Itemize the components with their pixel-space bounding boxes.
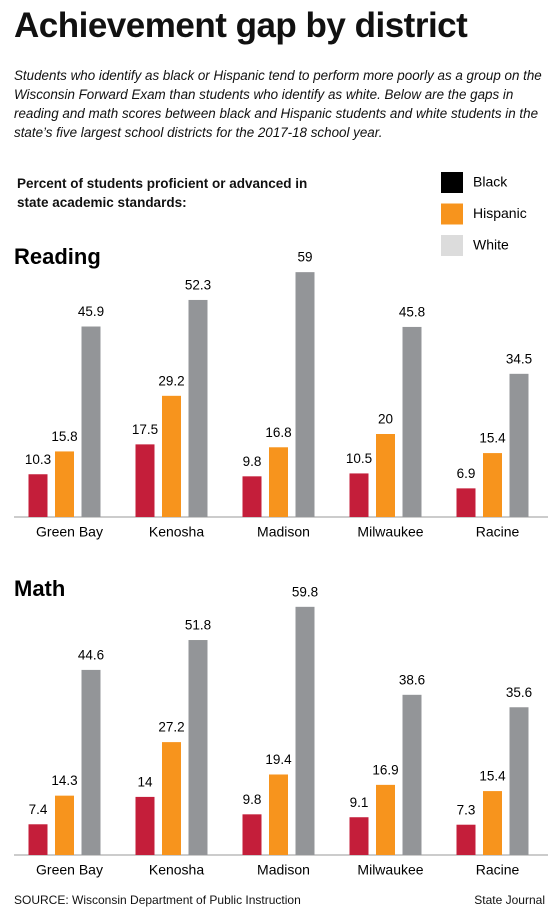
bar xyxy=(135,796,155,855)
value-label: 15.8 xyxy=(51,429,77,444)
x-tick-label: Madison xyxy=(257,862,310,878)
value-label: 9.8 xyxy=(243,454,262,469)
legend-swatch xyxy=(441,172,463,193)
value-label: 35.6 xyxy=(506,685,532,700)
bar xyxy=(456,488,476,517)
legend-swatch xyxy=(441,235,463,256)
bar xyxy=(456,824,476,855)
bar xyxy=(295,606,315,855)
title: Achievement gap by district xyxy=(14,6,468,45)
value-label: 15.4 xyxy=(479,769,506,784)
legend-swatch xyxy=(441,203,463,225)
chart-title: Math xyxy=(14,576,65,601)
x-tick-label: Racine xyxy=(476,862,520,878)
bar xyxy=(269,447,288,517)
legend-label: Black xyxy=(473,174,508,190)
bar xyxy=(242,814,262,855)
value-label: 51.8 xyxy=(185,618,211,633)
value-label: 10.5 xyxy=(346,451,372,466)
value-label: 20 xyxy=(378,412,393,427)
bar xyxy=(162,395,181,517)
bar xyxy=(28,824,48,855)
value-label: 7.4 xyxy=(29,802,48,817)
bar xyxy=(55,795,74,855)
value-label: 45.8 xyxy=(399,304,425,319)
x-tick-label: Madison xyxy=(257,524,310,540)
bar xyxy=(349,473,369,517)
bar xyxy=(483,453,502,517)
bar xyxy=(188,299,208,517)
value-label: 45.9 xyxy=(78,304,104,319)
subtitle: Students who identify as black or Hispan… xyxy=(14,68,542,140)
bar xyxy=(509,707,529,855)
x-tick-label: Green Bay xyxy=(36,862,103,878)
bar xyxy=(242,476,262,517)
legend-label: Hispanic xyxy=(473,205,527,221)
bar xyxy=(402,326,422,517)
value-label: 44.6 xyxy=(78,647,104,662)
value-label: 10.3 xyxy=(25,452,51,467)
bar xyxy=(483,791,502,855)
value-label: 14 xyxy=(137,774,153,789)
value-label: 16.9 xyxy=(372,762,398,777)
value-label: 19.4 xyxy=(265,752,292,767)
bar xyxy=(376,434,395,517)
value-label: 17.5 xyxy=(132,422,158,437)
x-tick-label: Racine xyxy=(476,524,520,540)
bar xyxy=(162,742,181,855)
value-label: 59.8 xyxy=(292,584,318,599)
bar xyxy=(135,444,155,517)
value-label: 16.8 xyxy=(265,425,291,440)
value-label: 29.2 xyxy=(158,373,184,388)
x-tick-label: Milwaukee xyxy=(357,524,423,540)
bar xyxy=(295,272,315,517)
bar xyxy=(349,817,369,855)
value-label: 27.2 xyxy=(158,720,184,735)
bar xyxy=(81,669,101,855)
x-tick-label: Kenosha xyxy=(149,862,204,878)
value-label: 9.8 xyxy=(243,792,262,807)
value-label: 15.4 xyxy=(479,431,506,446)
value-label: 9.1 xyxy=(350,795,369,810)
legend-title: Percent of students proficient or advanc… xyxy=(17,176,308,210)
bar xyxy=(28,474,48,517)
value-label: 38.6 xyxy=(399,672,425,687)
bar xyxy=(402,694,422,855)
bar xyxy=(509,373,529,517)
chart-title: Reading xyxy=(14,244,101,269)
bar xyxy=(376,784,395,855)
credit: State Journal xyxy=(474,893,545,907)
value-label: 6.9 xyxy=(457,466,476,481)
x-tick-label: Kenosha xyxy=(149,524,204,540)
bar xyxy=(55,451,74,517)
bar xyxy=(269,774,288,855)
value-label: 7.3 xyxy=(457,802,476,817)
value-label: 52.3 xyxy=(185,278,211,293)
value-label: 14.3 xyxy=(51,773,77,788)
value-label: 34.5 xyxy=(506,351,532,366)
x-tick-label: Milwaukee xyxy=(357,862,423,878)
x-tick-label: Green Bay xyxy=(36,524,103,540)
legend-label: White xyxy=(473,237,509,253)
bar xyxy=(81,326,101,517)
source: SOURCE: Wisconsin Department of Public I… xyxy=(14,893,301,907)
bar xyxy=(188,640,208,855)
value-label: 59 xyxy=(297,250,312,265)
